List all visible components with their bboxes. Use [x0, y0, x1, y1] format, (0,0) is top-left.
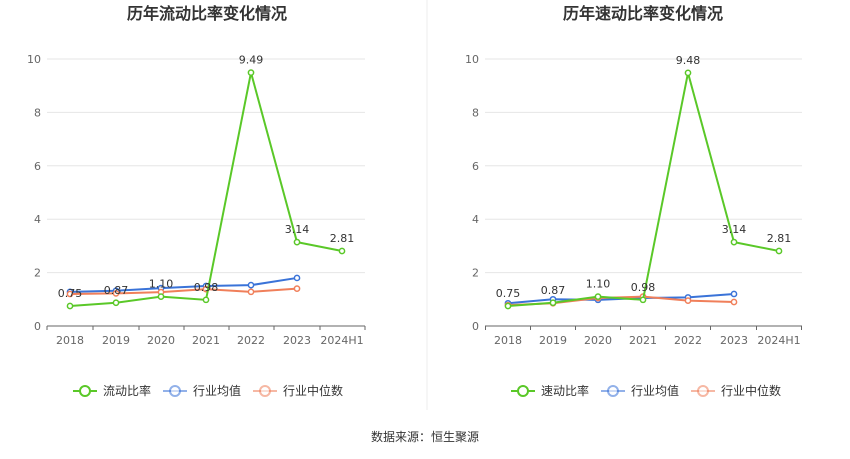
series-3 [66, 285, 301, 298]
legend-item-2[interactable]: 行业均值 [601, 383, 679, 398]
legend-swatch-marker [79, 385, 91, 397]
legend-swatch-marker [607, 385, 619, 397]
x-tick-label: 2021 [192, 334, 220, 347]
legend-item-3[interactable]: 行业中位数 [253, 383, 343, 398]
legend-label: 行业中位数 [283, 383, 343, 398]
legend-item-1[interactable]: 流动比率 [73, 383, 151, 398]
y-tick-label: 10 [465, 53, 479, 66]
data-label: 1.10 [149, 278, 174, 291]
data-point [293, 238, 301, 246]
data-label: 0.87 [541, 284, 566, 297]
data-point [247, 69, 255, 76]
x-tick-label: 2018 [56, 334, 84, 347]
x-tick-label: 2024H1 [320, 334, 363, 347]
chart-title: 历年速动比率变化情况 [563, 4, 723, 23]
series-line [507, 72, 780, 307]
data-point [112, 299, 120, 307]
data-label: 1.10 [586, 278, 611, 291]
data-point [66, 290, 74, 298]
y-tick-label: 0 [34, 320, 41, 333]
legend-swatch-marker [697, 385, 709, 397]
y-tick-label: 0 [472, 320, 479, 333]
data-point [112, 290, 120, 297]
y-tick-label: 4 [34, 213, 41, 226]
y-tick-label: 6 [34, 160, 41, 173]
data-label: 0.75 [58, 287, 83, 300]
x-tick-label: 2023 [720, 334, 748, 347]
series-line [69, 287, 298, 295]
data-point [775, 247, 783, 255]
data-point [730, 238, 738, 246]
data-point [202, 296, 210, 304]
legend-item-1[interactable]: 速动比率 [511, 383, 589, 398]
data-point [157, 293, 165, 300]
data-label: 9.49 [239, 54, 264, 67]
legend-swatch-marker [259, 385, 271, 397]
data-label: 2.81 [767, 232, 792, 245]
data-point [684, 297, 692, 304]
data-label: 0.98 [194, 281, 219, 294]
data-label: 0.75 [496, 287, 521, 300]
series-line [69, 276, 298, 293]
legend-label: 速动比率 [541, 383, 589, 398]
chart-title: 历年流动比率变化情况 [127, 4, 287, 23]
data-point [730, 298, 738, 306]
data-point [247, 288, 255, 296]
data-source-note: 数据来源：恒生聚源 [370, 430, 479, 444]
y-tick-label: 8 [34, 106, 41, 119]
data-point [730, 290, 738, 298]
data-point [338, 247, 346, 255]
y-tick-label: 8 [472, 106, 479, 119]
data-label: 3.14 [722, 223, 747, 236]
y-tick-label: 2 [34, 267, 41, 280]
x-tick-label: 2023 [283, 334, 311, 347]
x-tick-label: 2022 [237, 334, 265, 347]
y-tick-label: 2 [472, 267, 479, 280]
series-1 [66, 69, 346, 310]
x-tick-label: 2019 [102, 334, 130, 347]
legend-label: 行业均值 [631, 383, 679, 398]
data-point [594, 293, 602, 300]
series-line [69, 72, 343, 307]
x-tick-label: 2024H1 [757, 334, 800, 347]
x-tick-label: 2022 [674, 334, 702, 347]
legend-item-2[interactable]: 行业均值 [163, 383, 241, 398]
x-tick-label: 2021 [629, 334, 657, 347]
data-label: 0.98 [631, 281, 656, 294]
legend-item-3[interactable]: 行业中位数 [691, 383, 781, 398]
data-point [293, 285, 301, 292]
data-label: 3.14 [285, 223, 310, 236]
data-point [247, 281, 255, 289]
data-label: 2.81 [330, 232, 355, 245]
data-label: 9.48 [676, 54, 701, 67]
x-tick-label: 2019 [539, 334, 567, 347]
data-point [504, 302, 512, 310]
legend-swatch-marker [517, 385, 529, 397]
legend-label: 流动比率 [103, 383, 151, 398]
legend-label: 行业均值 [193, 383, 241, 398]
legend-swatch-marker [169, 385, 181, 397]
chart-panel-2: 历年速动比率变化情况 0 2 4 6 8 10 2018 2019 2020 2021 2022 202… [465, 4, 802, 398]
y-tick-label: 10 [27, 53, 41, 66]
x-tick-label: 2020 [584, 334, 612, 347]
y-tick-label: 6 [472, 160, 479, 173]
data-point [639, 296, 647, 304]
data-label: 0.87 [104, 284, 129, 297]
x-tick-label: 2018 [494, 334, 522, 347]
series-1 [504, 69, 783, 310]
legend-label: 行业中位数 [721, 383, 781, 398]
data-point [66, 302, 74, 310]
data-point [684, 69, 692, 77]
chart-panel-1: 历年流动比率变化情况 0 2 4 6 8 10 2018 2019 2020 2021 2022 202… [27, 4, 366, 398]
x-tick-label: 2020 [147, 334, 175, 347]
data-point [293, 274, 301, 282]
data-point [549, 299, 557, 307]
y-tick-label: 4 [472, 213, 479, 226]
